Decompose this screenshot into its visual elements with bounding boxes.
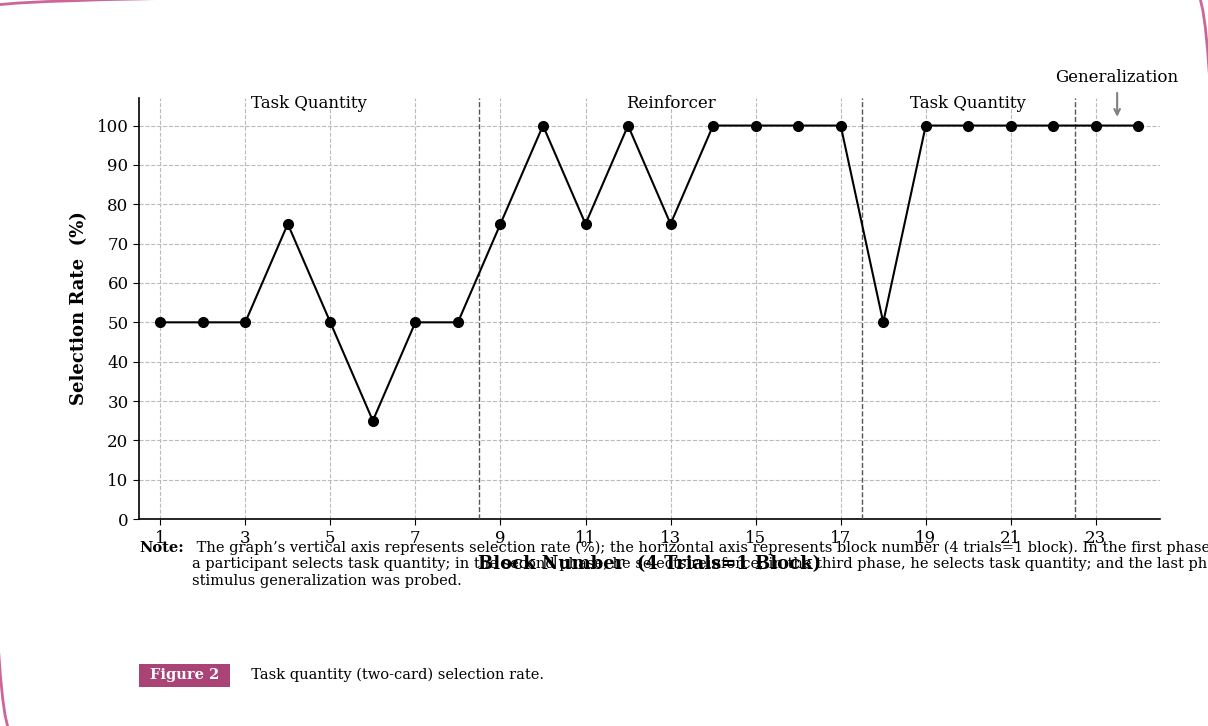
- Y-axis label: Selection Rate  (%): Selection Rate (%): [70, 211, 88, 406]
- Text: Reinforcer: Reinforcer: [626, 95, 715, 112]
- Text: Task Quantity: Task Quantity: [911, 95, 1027, 112]
- Text: Figure 2: Figure 2: [150, 668, 219, 682]
- Text: The graph’s vertical axis represents selection rate (%); the horizontal axis rep: The graph’s vertical axis represents sel…: [192, 541, 1208, 587]
- Text: Generalization: Generalization: [1056, 69, 1179, 86]
- Text: Note:: Note:: [139, 541, 184, 555]
- Text: Task Quantity: Task Quantity: [251, 95, 367, 112]
- X-axis label: Block Number  (4 Trials=1 Block): Block Number (4 Trials=1 Block): [477, 555, 821, 573]
- Text: Task quantity (two-card) selection rate.: Task quantity (two-card) selection rate.: [242, 668, 544, 682]
